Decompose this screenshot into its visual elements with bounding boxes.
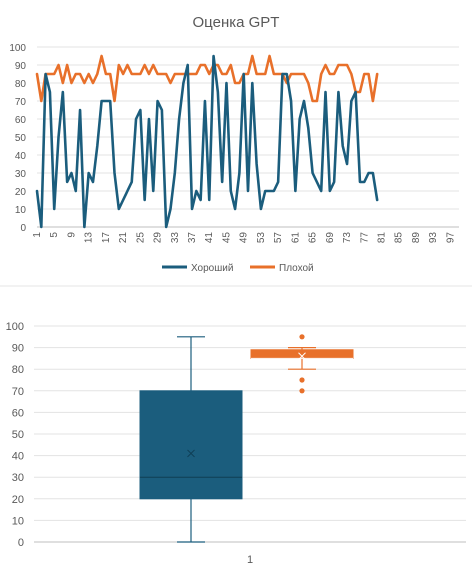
box-plot-y-axis: 0 10 20 30 40 50 60 70 80 90 100 xyxy=(6,321,24,549)
line-series-Плохой xyxy=(35,54,379,103)
line-chart-title: Оценка GPT xyxy=(193,14,280,31)
line-chart-y-tick-label: 50 xyxy=(15,133,27,144)
line-chart-x-tick-label: 53 xyxy=(256,232,267,244)
line-chart-x-tick-label: 57 xyxy=(273,232,284,244)
line-chart-y-tick-label: 60 xyxy=(15,115,27,126)
line-chart-x-tick-label: 93 xyxy=(428,232,439,244)
line-chart-x-tick-label: 9 xyxy=(66,232,77,238)
line-chart-x-tick-label: 65 xyxy=(308,232,319,244)
box-body xyxy=(250,349,354,359)
line-chart-legend: Хороший Плохой xyxy=(162,263,314,274)
box-plot-boxes xyxy=(139,334,354,543)
box-plot-y-tick-label: 60 xyxy=(12,407,24,419)
box-plot-y-tick-label: 80 xyxy=(12,364,24,376)
line-chart-y-tick-label: 20 xyxy=(15,187,27,198)
box-plot-y-tick-label: 0 xyxy=(18,537,24,549)
line-chart-x-tick-label: 81 xyxy=(376,232,387,244)
box-plot-chart: 0 10 20 30 40 50 60 70 80 90 100 1 xyxy=(6,321,466,566)
line-chart-y-tick-label: 0 xyxy=(20,223,26,234)
line-chart-x-tick-label: 61 xyxy=(290,232,301,244)
box-mean-marker xyxy=(298,352,306,361)
line-chart-x-tick-label: 21 xyxy=(118,232,129,244)
box-plot-y-tick-label: 50 xyxy=(12,429,24,441)
line-chart-x-tick-label: 45 xyxy=(221,232,232,244)
line-series-Хороший xyxy=(35,54,379,229)
box-plot-y-tick-label: 10 xyxy=(12,515,24,527)
line-chart-gridlines xyxy=(37,46,459,228)
line-chart-y-tick-label: 100 xyxy=(9,43,26,54)
box-plot-category-label: 1 xyxy=(247,554,253,566)
line-chart-y-tick-label: 40 xyxy=(15,151,27,162)
line-chart-x-tick-label: 89 xyxy=(411,232,422,244)
line-chart-y-axis: 0 10 20 30 40 50 60 70 80 90 100 xyxy=(9,43,26,234)
line-chart-x-tick-label: 73 xyxy=(342,232,353,244)
line-chart-x-tick-label: 49 xyxy=(239,232,250,244)
box-mean-marker xyxy=(187,449,195,458)
line-chart-x-tick-label: 5 xyxy=(49,232,60,238)
box-outlier-point xyxy=(299,388,305,394)
box-outlier-point xyxy=(299,377,305,383)
line-chart-x-tick-label: 25 xyxy=(135,232,146,244)
box-plot-y-tick-label: 40 xyxy=(12,451,24,463)
line-chart-x-tick-label: 33 xyxy=(170,232,181,244)
line-chart-y-tick-label: 80 xyxy=(15,79,27,90)
box-plot-y-tick-label: 100 xyxy=(6,321,24,333)
line-chart-x-tick-label: 77 xyxy=(359,232,370,244)
legend-label-bad: Плохой xyxy=(279,263,314,274)
line-chart-x-tick-label: 37 xyxy=(187,232,198,244)
box-plot-y-tick-label: 90 xyxy=(12,343,24,355)
line-chart-x-tick-label: 29 xyxy=(153,232,164,244)
line-chart-x-tick-label: 1 xyxy=(32,232,43,238)
line-chart-y-tick-label: 30 xyxy=(15,169,27,180)
box-plot-y-tick-label: 70 xyxy=(12,386,24,398)
line-chart-x-tick-label: 85 xyxy=(394,232,405,244)
box-plot-y-tick-label: 20 xyxy=(12,494,24,506)
line-chart-x-axis: 1 5 9 13 17 21 25 29 33 37 41 45 49 53 57 61 65 69 73 77 81 8… xyxy=(32,232,456,244)
line-chart-y-tick-label: 70 xyxy=(15,97,27,108)
box-plot-gridlines xyxy=(34,325,466,543)
box-body xyxy=(139,390,243,500)
line-chart-y-tick-label: 10 xyxy=(15,205,27,216)
line-chart-x-tick-label: 13 xyxy=(84,232,95,244)
line-chart-x-tick-label: 97 xyxy=(445,232,456,244)
line-chart-x-tick-label: 41 xyxy=(204,232,215,244)
line-chart-x-tick-label: 69 xyxy=(325,232,336,244)
line-chart-x-tick-label: 17 xyxy=(101,232,112,244)
line-chart-y-tick-label: 90 xyxy=(15,61,27,72)
line-chart-series xyxy=(35,54,379,229)
legend-label-good: Хороший xyxy=(191,263,233,274)
box-plot-y-tick-label: 30 xyxy=(12,472,24,484)
box-outlier-point xyxy=(299,334,305,340)
